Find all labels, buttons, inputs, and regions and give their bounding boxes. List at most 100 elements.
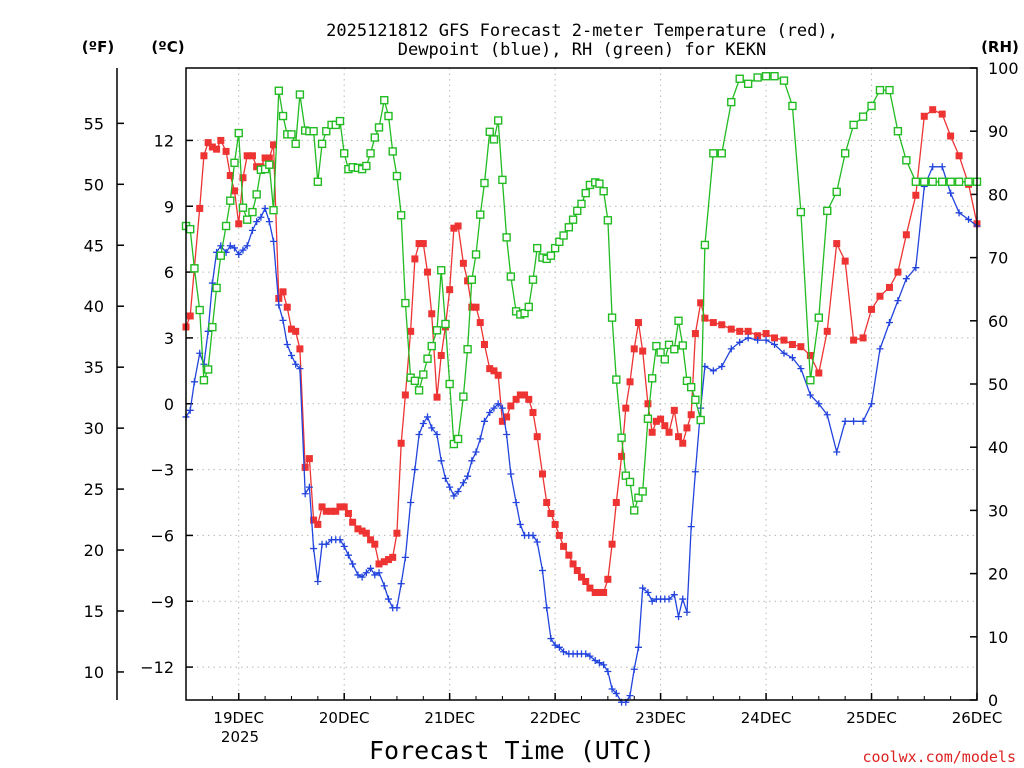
dewpoint-marker [305,483,313,491]
celsius-tick-label: −9 [150,592,174,611]
temperature-marker [608,540,616,548]
dewpoint-marker [591,657,599,664]
temperature-marker [929,106,937,114]
temperature-marker [349,518,357,526]
temperature-marker [578,573,585,581]
rh-marker [252,190,261,199]
dewpoint-marker [533,538,541,546]
rh-marker [682,376,692,386]
dewpoint-marker [736,338,744,346]
dewpoint-marker [419,420,427,427]
dewpoint-marker [833,448,841,456]
dewpoint-marker [344,551,352,559]
rh-marker [577,199,586,209]
rh-marker [727,97,736,107]
temperature-marker [823,327,831,335]
dewpoint-marker [595,659,603,667]
temperature-marker [833,240,841,248]
temperature-marker [626,378,634,386]
dewpoint-marker [516,520,524,528]
rh-tick-label: 0 [988,691,998,710]
rh-marker [546,251,556,260]
temperature-marker [533,433,541,441]
dewpoint-marker [322,540,330,548]
dewpoint-marker [727,345,735,353]
dewpoint-marker [362,569,370,577]
temperature-marker [279,288,287,296]
dewpoint-marker [393,604,401,612]
temperature-marker [591,588,599,596]
temperature-marker [507,402,515,410]
temperature-marker [543,499,551,506]
series-rh [181,72,982,515]
rh-marker [374,123,384,132]
rh-tick-label: 70 [988,249,1008,268]
dewpoint-marker [560,648,568,656]
temperature-marker [754,332,762,340]
temperature-marker [850,336,858,344]
rh-marker [753,73,762,82]
rh-marker [858,112,868,121]
rh-marker [735,74,744,83]
dewpoint-marker [586,652,594,660]
rh-marker [459,392,468,401]
temperature-marker [868,305,876,313]
rh-axis-label: (RH) [981,38,1019,56]
rh-marker [928,177,937,186]
temperature-marker [428,310,436,318]
dewpoint-marker [762,336,770,344]
dewpoint-marker [494,400,502,408]
rh-marker [463,345,472,354]
temperature-marker [876,292,884,300]
temperature-marker [498,417,506,425]
dewpoint-marker [441,474,449,482]
rh-marker [449,439,459,449]
dewpoint-marker [424,413,432,421]
temperature-marker [265,154,273,162]
temperature-marker [683,424,691,432]
rh-marker [617,433,626,442]
rh-marker [480,178,489,188]
dewpoint-marker [507,470,515,478]
temperature-marker [296,345,304,353]
rh-marker [885,85,894,95]
dewpoint-marker [823,411,831,419]
rh-marker [410,376,420,386]
temperature-marker [464,277,472,285]
rh-marker [396,211,406,220]
dewpoint-marker [626,692,634,700]
rh-marker [625,477,635,487]
temperature-marker [691,330,699,338]
temperature-marker [675,433,683,441]
rh-marker [190,264,199,273]
temperature-marker [433,393,441,401]
temperature-marker [573,567,581,575]
dewpoint-marker [612,689,620,697]
temperature-marker [644,400,652,408]
temperature-marker [634,319,642,327]
x-tick-label: 24DEC [741,709,792,727]
rh-marker [340,149,349,158]
temperature-marker [697,299,705,307]
fahrenheit-tick-label: 30 [84,419,104,438]
temperature-marker [736,327,744,335]
rh-tick-label: 90 [988,122,1008,141]
dewpoint-marker [314,578,322,585]
dewpoint-marker [208,279,216,287]
temperature-marker [367,536,375,544]
temperature-marker [204,139,212,147]
dewpoint-marker [358,573,366,581]
rh-marker [212,283,221,293]
dewpoint-marker [340,542,348,550]
rh-marker [453,434,463,444]
temperature-marker [841,257,849,265]
rh-marker [678,341,687,350]
dewpoint-marker [292,360,300,368]
temperature-marker [437,351,445,359]
temperature-marker [486,365,494,373]
temperature-marker [630,345,638,353]
dewpoint-marker [859,417,867,425]
dewpoint-marker [771,341,779,348]
temperature-marker [701,314,709,322]
dewpoint-marker [480,417,488,425]
